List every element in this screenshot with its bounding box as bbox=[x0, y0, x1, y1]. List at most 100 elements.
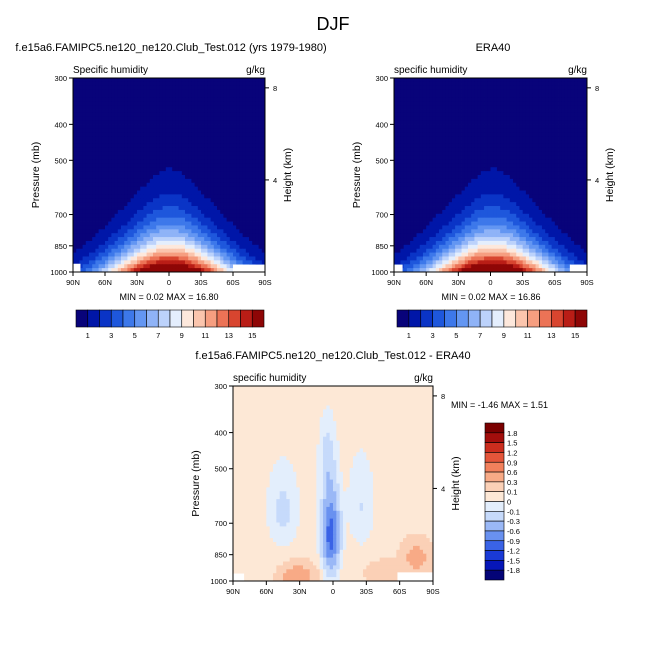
heatmap-cell bbox=[95, 213, 99, 219]
heatmap-cell bbox=[181, 186, 186, 191]
heatmap-cell bbox=[229, 171, 234, 176]
heatmap-cell bbox=[432, 124, 437, 129]
heatmap-cell bbox=[226, 112, 231, 118]
heatmap-cell bbox=[442, 167, 446, 172]
heatmap-cell bbox=[162, 112, 167, 118]
heatmap-cell bbox=[220, 171, 224, 176]
heatmap-cell bbox=[185, 97, 189, 102]
heatmap-cell bbox=[146, 186, 151, 191]
heatmap-cell bbox=[487, 140, 491, 145]
heatmap-cell bbox=[210, 198, 215, 203]
heatmap-cell bbox=[175, 221, 179, 226]
heatmap-cell bbox=[210, 159, 215, 164]
heatmap-cell bbox=[529, 85, 533, 91]
heatmap-cell bbox=[114, 217, 119, 222]
heatmap-cell bbox=[577, 81, 581, 87]
heatmap-cell bbox=[165, 151, 170, 156]
heatmap-cell bbox=[143, 112, 147, 118]
heatmap-cell bbox=[159, 163, 163, 168]
heatmap-cell bbox=[101, 89, 106, 94]
heatmap-cell bbox=[146, 81, 151, 87]
heatmap-cell bbox=[169, 128, 173, 133]
heatmap-cell bbox=[477, 89, 482, 94]
heatmap-cell bbox=[101, 175, 106, 180]
heatmap-cell bbox=[480, 89, 485, 94]
heatmap-cell bbox=[169, 190, 173, 195]
heatmap-cell bbox=[153, 109, 157, 114]
heatmap-cell bbox=[197, 190, 202, 195]
heatmap-cell bbox=[564, 147, 569, 153]
heatmap-cell bbox=[124, 175, 128, 180]
heatmap-cell bbox=[255, 198, 259, 203]
heatmap-cell bbox=[529, 163, 533, 168]
heatmap-cell bbox=[464, 89, 469, 94]
heatmap-cell bbox=[73, 182, 77, 188]
heatmap-cell bbox=[432, 120, 437, 125]
heatmap-cell bbox=[239, 194, 243, 199]
heatmap-cell bbox=[439, 163, 443, 168]
heatmap-cell bbox=[564, 136, 569, 141]
heatmap-cell bbox=[255, 109, 259, 114]
min-max-label: MIN = 0.02 MAX = 16.80 bbox=[119, 292, 218, 302]
heatmap-cell bbox=[249, 124, 253, 129]
heatmap-cell bbox=[245, 225, 250, 230]
heatmap-cell bbox=[242, 105, 247, 110]
heatmap-cell bbox=[554, 124, 559, 129]
heatmap-cell bbox=[213, 109, 218, 114]
heatmap-cell bbox=[130, 175, 135, 180]
heatmap-cell bbox=[169, 198, 173, 203]
heatmap-cell bbox=[156, 190, 160, 195]
heatmap-cell bbox=[194, 217, 199, 222]
heatmap-cell bbox=[117, 155, 122, 160]
heatmap-cell bbox=[419, 93, 424, 98]
heatmap-cell bbox=[397, 167, 401, 172]
heatmap-cell bbox=[522, 175, 527, 180]
heatmap-cell bbox=[76, 248, 80, 253]
heatmap-cell bbox=[432, 171, 437, 176]
heatmap-cell bbox=[496, 128, 501, 133]
heatmap-cell bbox=[133, 229, 138, 234]
heatmap-cell bbox=[175, 252, 179, 257]
heatmap-cell bbox=[82, 143, 87, 149]
heatmap-cell bbox=[503, 178, 507, 184]
heatmap-cell bbox=[400, 190, 405, 195]
heatmap-cell bbox=[397, 85, 401, 91]
heatmap-cell bbox=[574, 101, 578, 106]
heatmap-cell bbox=[149, 182, 154, 188]
heatmap-cell bbox=[249, 105, 253, 110]
heatmap-cell bbox=[220, 97, 224, 102]
heatmap-cell bbox=[403, 202, 408, 207]
heatmap-cell bbox=[201, 229, 205, 234]
heatmap-cell bbox=[111, 221, 115, 226]
heatmap-cell bbox=[146, 93, 151, 98]
heatmap-cell bbox=[422, 128, 427, 133]
heatmap-cell bbox=[419, 143, 424, 149]
heatmap-cell bbox=[133, 143, 138, 149]
heatmap-cell bbox=[410, 85, 414, 91]
heatmap-cell bbox=[503, 151, 507, 156]
heatmap-cell bbox=[165, 143, 170, 149]
heatmap-cell bbox=[172, 93, 176, 98]
heatmap-cell bbox=[217, 109, 221, 114]
heatmap-cell bbox=[207, 116, 211, 122]
heatmap-cell bbox=[493, 112, 498, 118]
heatmap-cell bbox=[403, 124, 408, 129]
heatmap-cell bbox=[252, 190, 256, 195]
heatmap-cell bbox=[127, 206, 131, 211]
heatmap-cell bbox=[73, 240, 77, 246]
heatmap-cell bbox=[416, 101, 421, 106]
heatmap-cell bbox=[448, 132, 453, 137]
heatmap-cell bbox=[432, 186, 437, 191]
heatmap-cell bbox=[535, 171, 540, 176]
heatmap-cell bbox=[426, 182, 430, 188]
heatmap-cell bbox=[175, 136, 179, 141]
heatmap-cell bbox=[583, 93, 588, 98]
heatmap-cell bbox=[175, 206, 179, 211]
heatmap-cell bbox=[140, 93, 144, 98]
heatmap-cell bbox=[178, 268, 183, 273]
heatmap-cell bbox=[255, 182, 259, 188]
heatmap-cell bbox=[561, 120, 565, 125]
heatmap-cell bbox=[239, 120, 243, 125]
heatmap-cell bbox=[400, 136, 405, 141]
heatmap-cell bbox=[210, 116, 215, 122]
